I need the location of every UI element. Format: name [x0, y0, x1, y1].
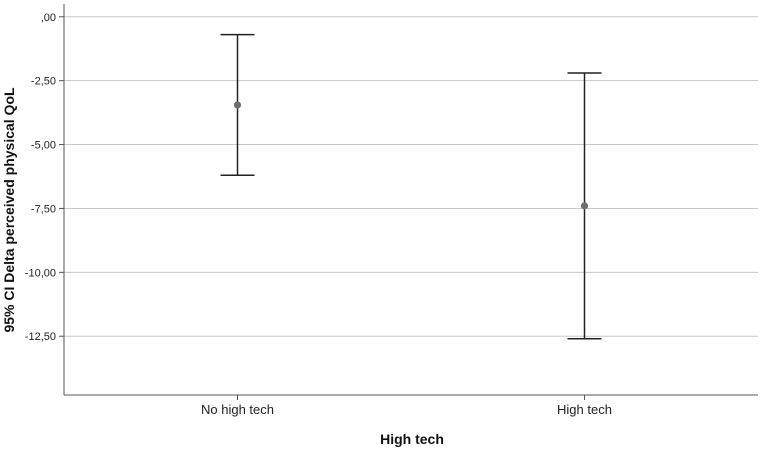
axes	[63, 4, 758, 396]
x-tick-label: High tech	[557, 402, 612, 417]
x-tick-labels: No high tech High tech	[201, 395, 612, 417]
y-tick-label: -12,50	[25, 331, 56, 343]
x-tick-label: No high tech	[201, 402, 274, 417]
y-tick-label: -5,00	[31, 140, 56, 152]
y-tick-labels: ,00 -2,50 -5,00 -7,50 -10,00 -12,50	[25, 12, 64, 343]
gridlines	[64, 16, 758, 337]
mean-point	[580, 202, 589, 210]
y-tick-label: -2,50	[31, 76, 56, 88]
y-axis-title: 95% CI Delta perceived physical QoL	[1, 87, 17, 333]
error-bars	[220, 33, 602, 340]
x-axis-title: High tech	[380, 431, 444, 447]
y-tick-label: -10,00	[25, 267, 56, 279]
y-tick-label: ,00	[41, 12, 56, 24]
mean-point	[233, 101, 242, 109]
y-tick-label: -7,50	[31, 203, 56, 215]
